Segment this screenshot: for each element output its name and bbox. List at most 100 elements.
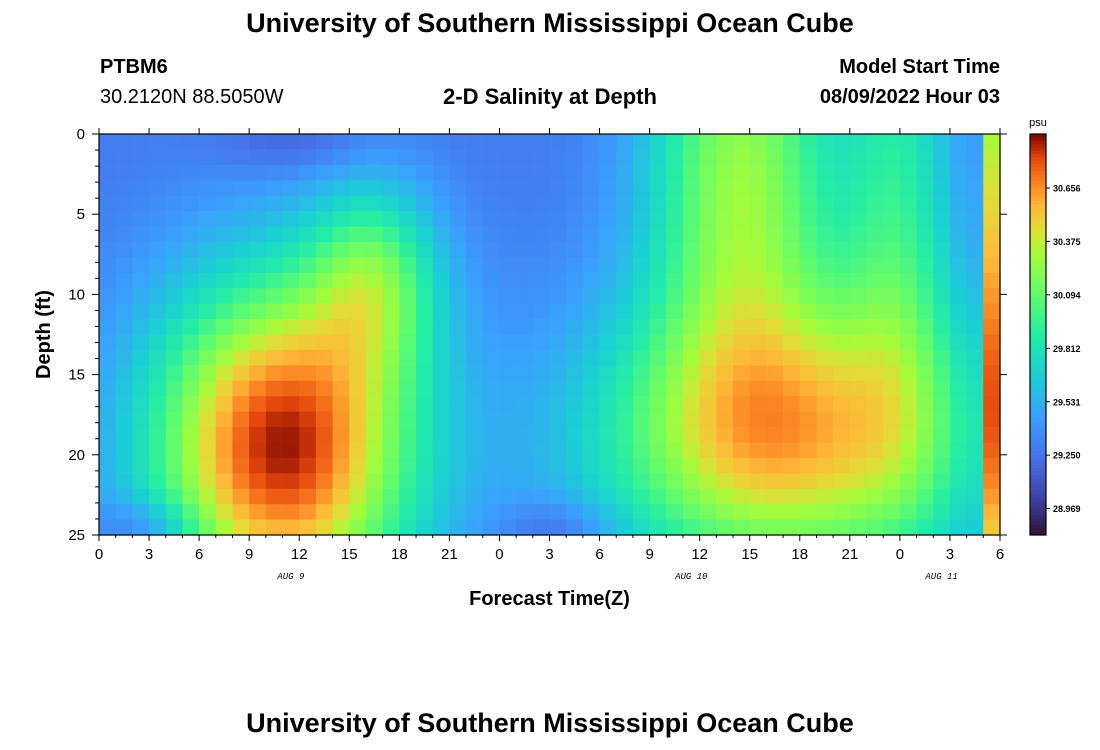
heatmap-cell: [549, 411, 567, 428]
colorbar-segment: [1030, 367, 1046, 372]
heatmap-cell: [866, 442, 884, 459]
colorbar-segment: [1030, 524, 1046, 529]
heatmap-cell: [149, 457, 167, 474]
heatmap-cell: [365, 473, 384, 490]
heatmap-cell: [282, 303, 300, 320]
heatmap-cell: [616, 457, 634, 474]
heatmap-cell: [265, 504, 284, 521]
heatmap-cell: [399, 319, 417, 336]
heatmap-cell: [282, 134, 300, 151]
heatmap-cell: [899, 164, 918, 181]
heatmap-cell: [599, 319, 617, 336]
heatmap-cell: [399, 334, 417, 351]
heatmap-cell: [432, 488, 450, 505]
heatmap-cell: [115, 288, 133, 305]
colorbar-segment: [1030, 197, 1046, 202]
heatmap-cell: [416, 427, 434, 444]
heatmap-cell: [733, 226, 751, 243]
heatmap-cell: [716, 319, 734, 336]
heatmap-cell: [749, 504, 768, 521]
heatmap-cell: [749, 442, 768, 459]
heatmap-cell: [582, 226, 601, 243]
heatmap-cell: [499, 427, 517, 444]
heatmap-cell: [399, 180, 417, 197]
heatmap-cell: [883, 349, 901, 366]
heatmap-cell: [949, 149, 968, 166]
heatmap-cell: [916, 411, 934, 428]
heatmap-cell: [799, 442, 818, 459]
heatmap-cell: [699, 272, 717, 289]
heatmap-cell: [682, 473, 701, 490]
heatmap-cell: [649, 319, 667, 336]
heatmap-cell: [99, 427, 117, 444]
heatmap-cell: [849, 473, 868, 490]
heatmap-cell: [282, 396, 300, 413]
heatmap-cell: [115, 365, 133, 382]
heatmap-cell: [799, 272, 818, 289]
heatmap-cell: [199, 411, 217, 428]
colorbar-tick-label: 29.531: [1053, 397, 1081, 407]
heatmap-cell: [883, 241, 901, 258]
heatmap-cell: [382, 396, 400, 413]
heatmap-cell: [299, 272, 317, 289]
colorbar-tick-label: 30.094: [1053, 290, 1081, 300]
heatmap-cell: [783, 427, 801, 444]
heatmap-cell: [232, 319, 250, 336]
heatmap-cell: [199, 272, 217, 289]
heatmap-cell: [833, 411, 851, 428]
heatmap-cell: [532, 365, 551, 382]
heatmap-cell: [566, 365, 584, 382]
heatmap-cell: [599, 180, 617, 197]
heatmap-cell: [232, 442, 250, 459]
heatmap-cell: [549, 504, 567, 521]
x-tick-label: 6: [595, 546, 603, 563]
heatmap-cell: [315, 380, 334, 397]
heatmap-cell: [549, 519, 567, 536]
heatmap-cell: [282, 241, 300, 258]
heatmap-cell: [99, 241, 117, 258]
heatmap-cell: [149, 303, 167, 320]
heatmap-cell: [682, 303, 701, 320]
heatmap-cell: [332, 288, 350, 305]
heatmap-cell: [566, 427, 584, 444]
heatmap-cell: [582, 164, 601, 181]
heatmap-cell: [983, 411, 1001, 428]
x-tick-label: 12: [291, 546, 308, 563]
y-tick-label: 20: [68, 447, 85, 464]
heatmap-cell: [399, 488, 417, 505]
heatmap-cell: [99, 334, 117, 351]
heatmap-cell: [883, 365, 901, 382]
heatmap-cell: [499, 272, 517, 289]
heatmap-cell: [365, 519, 384, 536]
heatmap-cell: [365, 195, 384, 212]
heatmap-cell: [849, 427, 868, 444]
heatmap-cell: [432, 442, 450, 459]
heatmap-cell: [232, 411, 250, 428]
heatmap-cell: [499, 380, 517, 397]
heatmap-cell: [599, 288, 617, 305]
heatmap-cell: [449, 365, 467, 382]
heatmap-cell: [165, 303, 184, 320]
heatmap-cell: [149, 257, 167, 274]
colorbar-segment: [1030, 344, 1046, 349]
heatmap-cell: [716, 349, 734, 366]
heatmap-cell: [249, 149, 267, 166]
heatmap-cell: [883, 195, 901, 212]
heatmap-cell: [566, 457, 584, 474]
heatmap-cell: [933, 149, 951, 166]
heatmap-cell: [733, 149, 751, 166]
colorbar-segment: [1030, 134, 1046, 138]
heatmap-cell: [182, 211, 200, 228]
heatmap-cell: [949, 241, 968, 258]
colorbar-segment: [1030, 414, 1046, 419]
heatmap-cell: [883, 488, 901, 505]
colorbar-segment: [1030, 428, 1046, 432]
heatmap-cell: [716, 180, 734, 197]
heatmap-cell: [799, 380, 818, 397]
heatmap-cell: [299, 149, 317, 166]
heatmap-cell: [983, 442, 1001, 459]
heatmap-cell: [182, 319, 200, 336]
heatmap-cell: [632, 488, 651, 505]
heatmap-cell: [449, 149, 467, 166]
heatmap-cell: [115, 180, 133, 197]
